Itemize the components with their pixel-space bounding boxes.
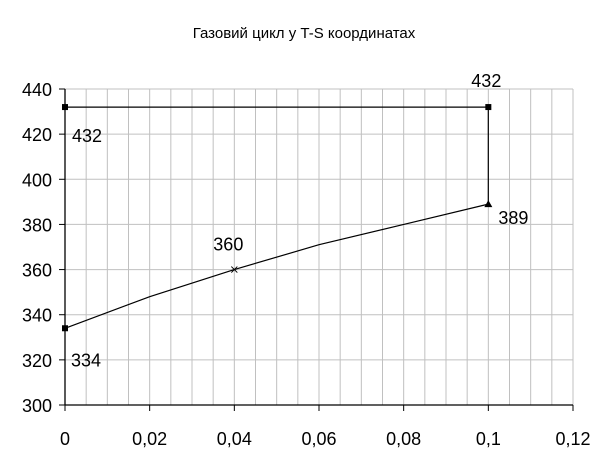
y-tick-label: 360 [22,261,52,281]
y-tick-label: 400 [22,170,52,190]
data-label: 432 [72,126,102,146]
x-tick-label: 0,04 [217,429,252,449]
x-tick-label: 0,1 [476,429,501,449]
y-tick-label: 320 [22,351,52,371]
x-tick-label: 0,02 [132,429,167,449]
y-tick-label: 340 [22,306,52,326]
data-marker [62,325,68,332]
x-tick-label: 0 [60,429,70,449]
y-tick-label: 420 [22,125,52,145]
markers [62,104,493,332]
data-label: 334 [71,350,101,370]
chart-title: Газовий цикл у T-S координатах [193,25,416,42]
y-tick-label: 380 [22,215,52,235]
x-tick-label: 0,06 [301,429,336,449]
data-label: 360 [213,235,243,255]
y-tick-label: 440 [22,80,52,100]
series [64,106,489,329]
axes [59,88,574,411]
data-marker [485,104,492,111]
data-marker [484,200,493,208]
data-marker [230,266,238,273]
data-label: 389 [498,208,528,228]
y-tick-labels: 300 320 340 360 380 400 420 440 [22,80,52,416]
data-label: 432 [471,71,501,91]
x-tick-label: 0,12 [555,429,590,449]
data-labels: 334 360 389 432 432 [71,71,528,370]
data-marker [62,104,68,111]
y-tick-label: 300 [22,396,52,416]
series-line [64,106,489,329]
grid [65,88,574,405]
x-tick-labels: 0 0,02 0,04 0,06 0,08 0,1 0,12 [60,429,591,449]
x-tick-label: 0,08 [386,429,421,449]
